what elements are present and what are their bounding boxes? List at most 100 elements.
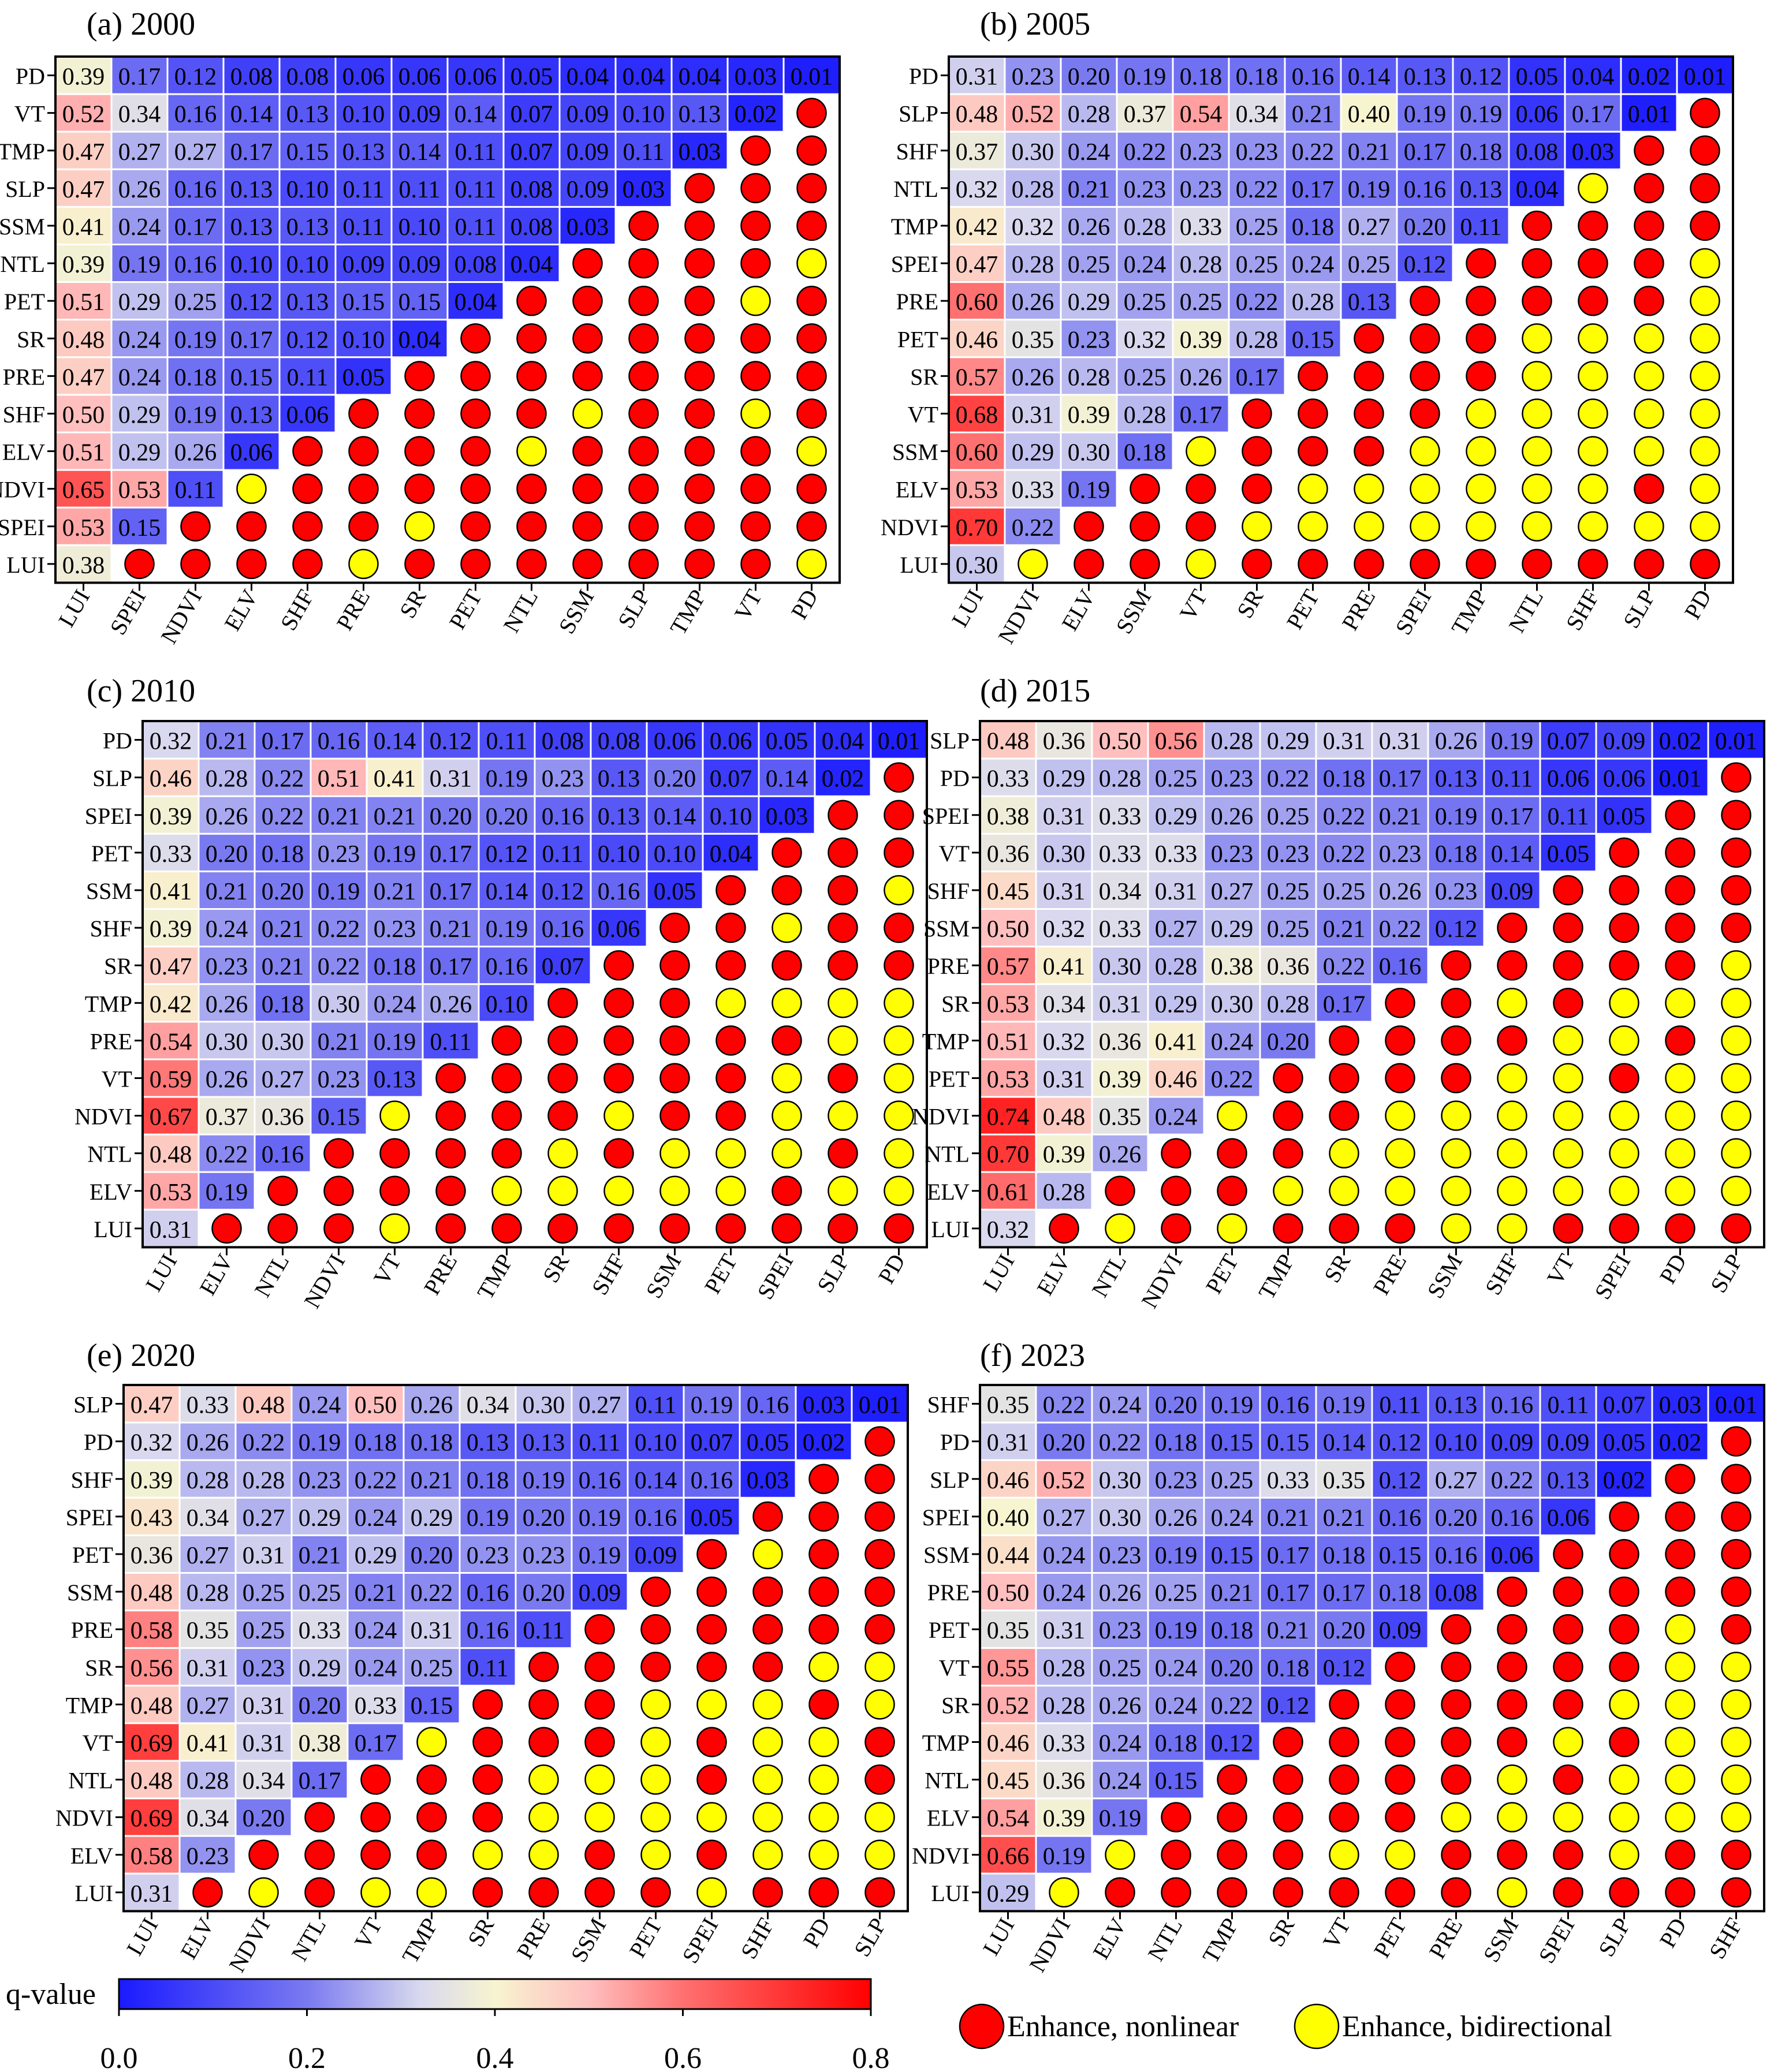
cell-value-label: 0.16 [174, 252, 217, 278]
cell-value-label: 0.29 [1012, 440, 1054, 466]
cell-value-label: 0.39 [1068, 402, 1110, 428]
colorbar-ticks: 0.0 0.2 0.4 0.6 0.8 [100, 2009, 890, 2072]
nonlinear-marker [715, 950, 746, 981]
nonlinear-marker [1441, 1839, 1471, 1870]
nonlinear-marker [1441, 1689, 1471, 1720]
cell-value-label: 0.26 [118, 177, 161, 203]
cell-value-label: 0.19 [691, 1392, 733, 1419]
nonlinear-marker [696, 1727, 727, 1757]
bidirectional-marker [1609, 1802, 1639, 1832]
nonlinear-marker [472, 1727, 503, 1757]
cell-value-label: 0.15 [1267, 1430, 1310, 1457]
cell-value-label: 0.20 [206, 841, 248, 868]
nonlinear-marker [572, 285, 603, 316]
cell-value-label: 0.33 [1155, 841, 1198, 868]
cell-value-label: 0.37 [206, 1104, 248, 1131]
nonlinear-marker [771, 875, 802, 906]
nonlinear-marker [628, 361, 659, 391]
x-tick-label: SHF [736, 1913, 780, 1963]
cell-value-label: 0.21 [1348, 139, 1391, 166]
cell-value-label: 0.30 [523, 1392, 565, 1419]
nonlinear-marker [884, 762, 914, 793]
nonlinear-marker [1242, 436, 1272, 466]
nonlinear-marker [304, 1877, 335, 1908]
y-tick-label: ELV [90, 1179, 132, 1205]
nonlinear-marker [603, 988, 634, 1018]
cell-value-label: 0.32 [150, 729, 192, 755]
nonlinear-marker [864, 1614, 895, 1645]
x-tick-label: TMP [397, 1913, 443, 1968]
y-tick-label: PD [103, 728, 132, 754]
y-tick-label: SHF [71, 1467, 113, 1493]
cell-value-label: 0.04 [822, 729, 864, 755]
cell-value-label: 0.24 [299, 1392, 341, 1419]
cell-value-label: 0.02 [1628, 64, 1671, 91]
x-tick-label: SPEI [677, 1913, 723, 1968]
heatmap-cell [558, 130, 617, 170]
cell-value-label: 0.13 [598, 804, 640, 830]
cell-value-label: 0.04 [679, 64, 721, 91]
bidirectional-marker [1634, 323, 1664, 354]
heatmap-panel: (a) 2000 0.39 0.17 0.12 0.08 0.08 0.06 0.06 0.06… [0, 6, 841, 648]
cell-value-label: 0.19 [374, 841, 416, 868]
cell-value-label: 0.22 [1043, 1392, 1086, 1419]
nonlinear-marker [864, 1877, 895, 1908]
nonlinear-marker [1553, 1213, 1583, 1244]
nonlinear-marker [1161, 1175, 1191, 1206]
bidirectional-marker [1553, 1025, 1583, 1056]
cell-value-label: 0.04 [1516, 177, 1559, 203]
bidirectional-marker [796, 548, 827, 580]
heatmap-cell [54, 356, 113, 396]
cell-value-label: 0.34 [187, 1806, 229, 1832]
heatmap-panel: (d) 2015 0.48 0.36 0.50 0.56 0.28 0.29 0.31 0.31… [912, 673, 1765, 1312]
x-tick-label: NDVI [299, 1249, 350, 1312]
legend-bidirectional-label: Enhance, bidirectional [1342, 2010, 1612, 2043]
cell-value-label: 0.18 [1155, 1430, 1198, 1457]
bidirectional-marker [1553, 1100, 1583, 1131]
nonlinear-marker [460, 548, 491, 580]
cell-value-label: 0.30 [262, 1029, 304, 1055]
nonlinear-marker [323, 1175, 354, 1206]
bidirectional-marker [1522, 323, 1552, 354]
cell-value-label: 0.13 [1348, 289, 1391, 316]
bidirectional-marker [1466, 511, 1496, 542]
nonlinear-marker [684, 173, 715, 204]
cell-value-label: 0.32 [1043, 916, 1086, 943]
y-tick-label: SHF [90, 916, 132, 942]
bidirectional-marker [1441, 1100, 1471, 1131]
cell-value-label: 0.46 [150, 766, 192, 793]
cell-value-label: 0.21 [318, 804, 360, 830]
bidirectional-marker [1665, 1764, 1695, 1795]
nonlinear-marker [460, 436, 491, 466]
cell-value-label: 0.53 [118, 477, 161, 504]
cell-value-label: 0.14 [654, 804, 696, 830]
x-tick-label: SR [1232, 585, 1269, 622]
cell-value-label: 0.02 [735, 102, 777, 128]
cell-value-label: 0.31 [150, 1217, 192, 1244]
cell-value-label: 0.30 [1068, 440, 1110, 466]
bidirectional-marker [1634, 398, 1664, 429]
bidirectional-marker [1354, 511, 1384, 542]
cell-value-label: 0.23 [206, 954, 248, 980]
nonlinear-marker [1441, 1025, 1471, 1056]
nonlinear-marker [715, 1213, 746, 1244]
cell-value-label: 0.16 [1292, 64, 1335, 91]
cell-value-label: 0.38 [62, 552, 105, 579]
cell-value-label: 0.25 [1267, 804, 1310, 830]
cell-value-label: 0.33 [355, 1693, 397, 1719]
cell-value-label: 0.54 [1180, 102, 1223, 128]
heatmap-cell [110, 431, 169, 471]
heatmap-cell [334, 168, 393, 208]
x-tick-label: VT [729, 585, 767, 625]
y-tick-label: PRE [927, 1580, 970, 1606]
cell-value-label: 0.70 [956, 515, 998, 542]
cell-value-label: 0.31 [1043, 879, 1086, 905]
cell-value-label: 0.17 [1491, 804, 1534, 830]
bidirectional-marker [864, 1802, 895, 1832]
cell-value-label: 0.30 [318, 991, 360, 1018]
nonlinear-marker [1385, 1802, 1415, 1832]
heatmap-cell [222, 356, 281, 396]
y-tick-label: NTL [893, 176, 938, 202]
nonlinear-marker [603, 950, 634, 981]
cell-value-label: 0.12 [1404, 252, 1447, 278]
